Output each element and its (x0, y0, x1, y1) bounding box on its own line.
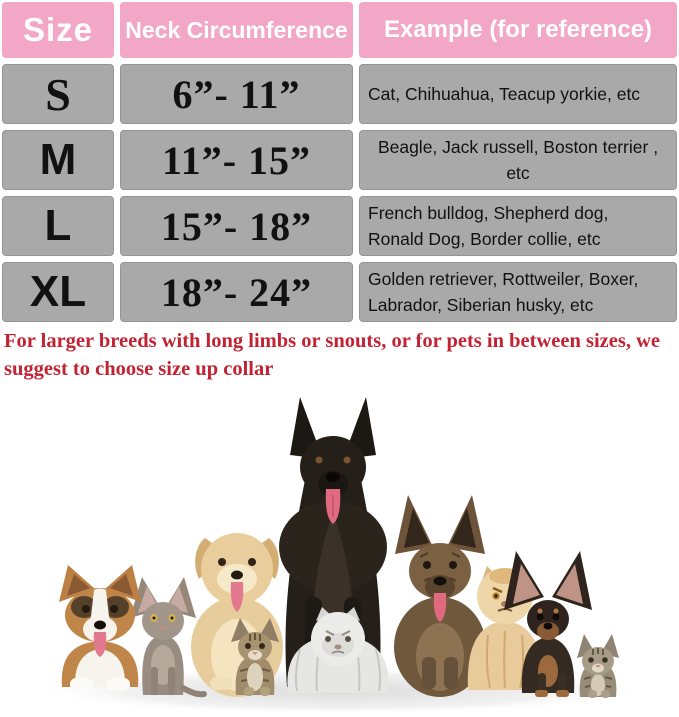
row-s-neck: 6”- 11” (120, 64, 353, 124)
row-m-neck: 11”- 15” (120, 130, 353, 190)
header-example: Example (for reference) (359, 2, 677, 58)
row-s-example: Cat, Chihuahua, Teacup yorkie, etc (359, 64, 677, 124)
row-xl-size: XL (2, 262, 114, 322)
toy-terrier-illustration (504, 551, 592, 698)
gray-tabby-kitten-illustration (577, 634, 619, 699)
pets-photo (35, 397, 645, 716)
row-m-size: M (2, 130, 114, 190)
row-l-size: L (2, 196, 114, 256)
row-xl-neck: 18”- 24” (120, 262, 353, 322)
sizing-note: For larger breeds with long limbs or sno… (4, 330, 660, 380)
row-m-example: Beagle, Jack russell, Boston terrier , e… (359, 130, 677, 190)
row-xl-example: Golden retriever, Rottweiler, Boxer, Lab… (359, 262, 677, 322)
row-l-example: French bulldog, Shepherd dog, Ronald Dog… (359, 196, 677, 256)
corgi-puppy-illustration (59, 565, 141, 692)
header-size: Size (2, 2, 114, 58)
silver-persian-cat-illustration (287, 607, 389, 694)
tabby-kitten-illustration (231, 618, 279, 697)
size-chart-table: Size Neck Circumference Example (for ref… (0, 0, 679, 324)
row-l-neck: 15”- 18” (120, 196, 353, 256)
row-s-size: S (2, 64, 114, 124)
brown-shepherd-puppy-illustration (394, 495, 486, 698)
devon-rex-cat-illustration (130, 577, 207, 698)
header-neck-circumference: Neck Circumference (120, 2, 353, 58)
